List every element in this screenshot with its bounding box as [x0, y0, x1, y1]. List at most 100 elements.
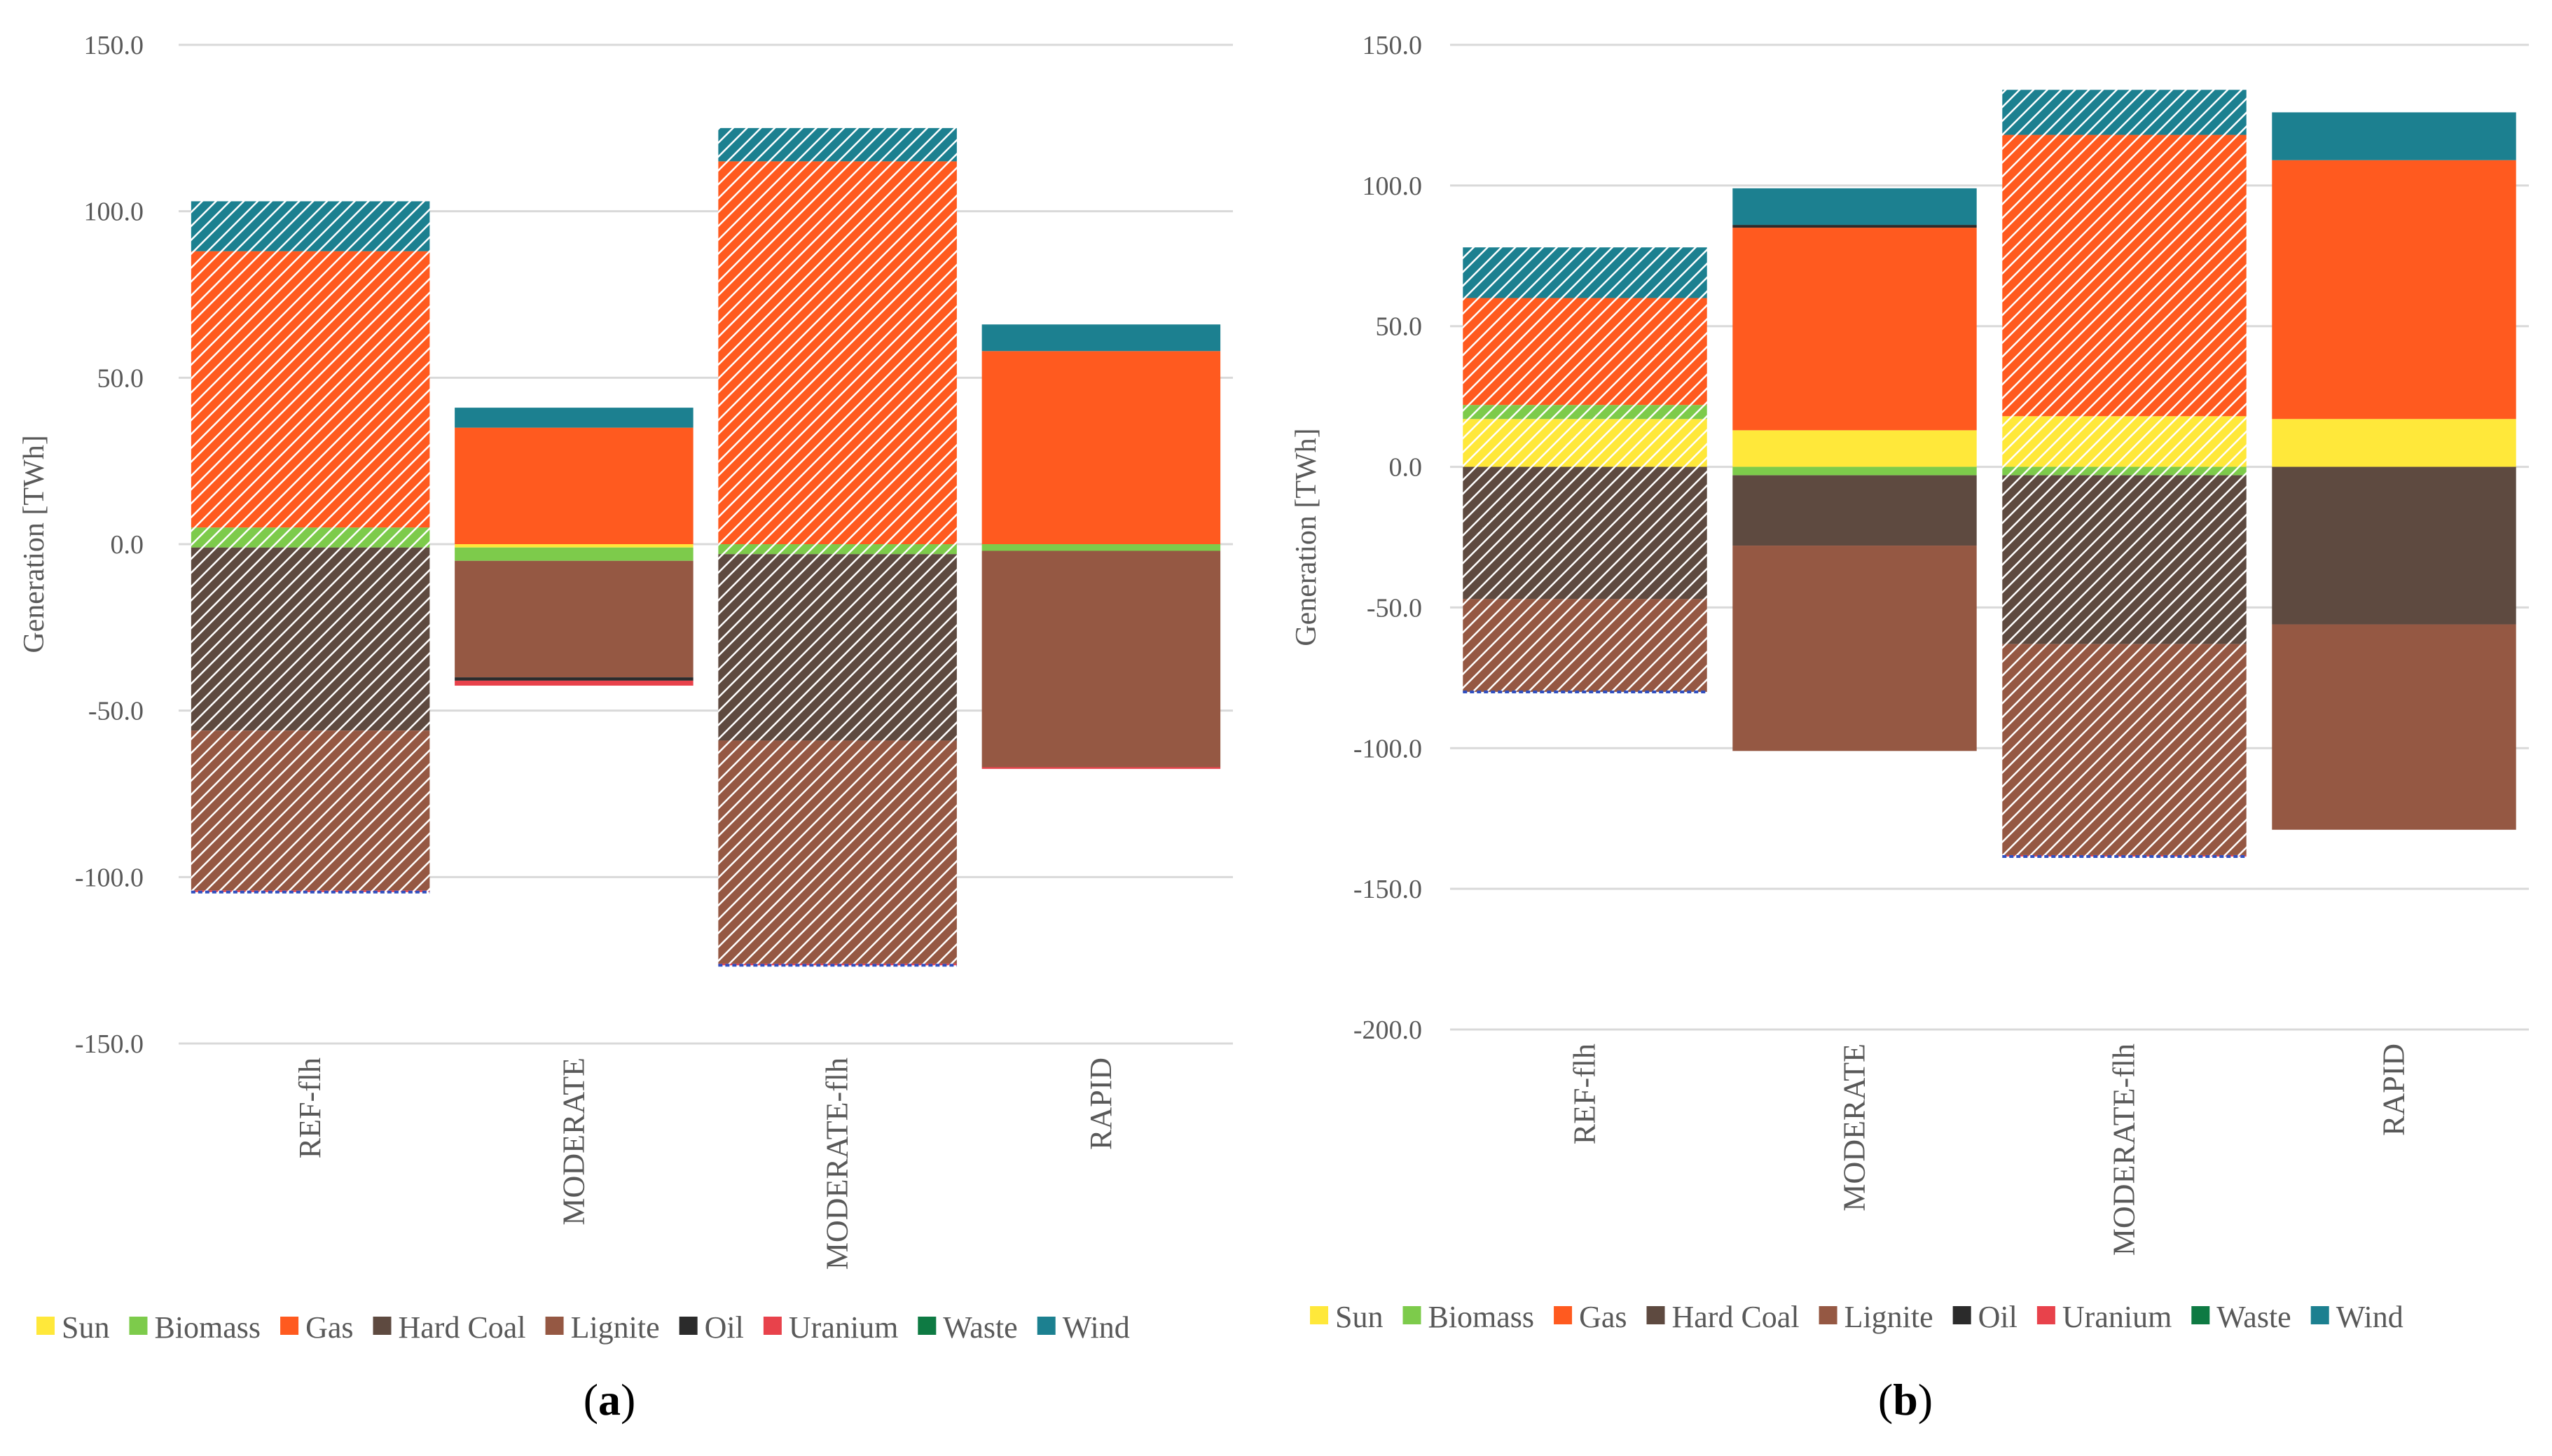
panel-b: 150.0 100.0 50.0 0.0 -50.0 -100.0 -150.0 -200.0… — [1290, 31, 2529, 1424]
category-label: MODERATE — [1837, 1044, 1872, 1212]
legend-label-lignite: Lignite — [571, 1310, 660, 1345]
legend-label-gas: Gas — [305, 1310, 353, 1345]
bar-segment-lignite — [981, 550, 1221, 768]
legend-swatch-sun — [1310, 1306, 1328, 1324]
legend-swatch-hard-coal — [1646, 1306, 1665, 1324]
y-tick-label: 50.0 — [97, 363, 144, 393]
y-tick-label: 100.0 — [84, 197, 144, 227]
legend-label-sun: Sun — [62, 1310, 109, 1345]
y-tick-label: -50.0 — [1367, 593, 1422, 623]
bar-segment-wind — [2272, 112, 2516, 160]
y-tick-label: -150.0 — [1353, 875, 1422, 904]
bar-moderate-flh — [2002, 90, 2247, 858]
bar-segment-biomass — [1732, 466, 1977, 476]
bar-moderate-flh — [718, 127, 957, 967]
bar-moderate — [455, 408, 694, 686]
legend-label-lignite: Lignite — [1844, 1300, 1933, 1334]
bar-segment-uranium — [981, 767, 1221, 769]
y-tick-label: -50.0 — [88, 697, 144, 726]
bar-segment-wind — [2002, 90, 2247, 135]
bar-segment-lignite — [2002, 644, 2247, 855]
bar-moderate — [1732, 188, 1977, 751]
bar-segment-sun — [2002, 416, 2247, 467]
bar-ref-flh — [1463, 247, 1707, 693]
bar-segment-hard-coal — [718, 554, 957, 741]
y-axis-title: Generation [TWh] — [18, 435, 50, 653]
legend-swatch-wind — [1037, 1317, 1056, 1335]
bar-rapid — [2272, 112, 2516, 830]
legend: Sun Biomass Gas Hard Coal Lignite Oil Uranium W… — [1310, 1300, 2403, 1334]
bar-segment-gas — [2272, 160, 2516, 420]
bar-segment-hard-coal — [2272, 466, 2516, 625]
bar-segment-gas — [1463, 298, 1707, 405]
panel-a: 150.0 100.0 50.0 0.0 -50.0 -100.0 -150.0 Genera… — [18, 31, 1233, 1424]
legend-swatch-uranium — [2036, 1306, 2055, 1324]
legend-swatch-gas — [280, 1317, 299, 1335]
bar-segment-gas — [981, 351, 1221, 544]
legend-label-uranium: Uranium — [2062, 1300, 2172, 1334]
legend-swatch-hard-coal — [373, 1317, 392, 1335]
bar-segment-gas — [718, 161, 957, 544]
legend-swatch-waste — [918, 1317, 937, 1335]
legend-label-biomass: Biomass — [1428, 1300, 1534, 1334]
y-tick-label: -100.0 — [75, 863, 144, 892]
legend-label-biomass: Biomass — [154, 1310, 261, 1345]
y-tick-label: 150.0 — [1363, 31, 1423, 60]
bar-segment-sun — [2272, 419, 2516, 467]
y-tick-label: -200.0 — [1353, 1015, 1422, 1045]
legend-label-wind: Wind — [1063, 1310, 1130, 1345]
bar-segment-sun — [1732, 430, 1977, 467]
bar-segment-lignite — [1732, 546, 1977, 751]
bar-segment-gas — [455, 427, 694, 544]
category-label: RAPID — [2377, 1044, 2411, 1136]
legend-swatch-lignite — [1819, 1306, 1837, 1324]
legend: Sun Biomass Gas Hard Coal Lignite Oil Uranium W… — [36, 1310, 1130, 1345]
bar-segment-hard-coal — [1732, 475, 1977, 546]
bar-segment-biomass — [1463, 405, 1707, 420]
bar-segment-lignite — [191, 730, 430, 891]
bar-segment-uranium — [455, 680, 694, 686]
legend-swatch-sun — [36, 1317, 55, 1335]
bar-segment-lignite — [455, 560, 694, 678]
bar-segment-biomass — [718, 544, 957, 555]
legend-swatch-biomass — [129, 1317, 148, 1335]
bar-segment-lignite — [1463, 599, 1707, 692]
legend-swatch-oil — [1952, 1306, 1971, 1324]
legend-label-sun: Sun — [1335, 1300, 1383, 1334]
legend-label-waste: Waste — [943, 1310, 1017, 1345]
bar-segment-oil — [455, 677, 694, 681]
legend-swatch-wind — [2310, 1306, 2329, 1324]
bar-segment-wind — [191, 201, 430, 251]
bar-segment-hard-coal — [1463, 466, 1707, 599]
legend-label-oil: Oil — [705, 1310, 744, 1345]
bar-segment-wind — [718, 127, 957, 162]
bar-segment-gas — [191, 251, 430, 528]
legend-label-gas: Gas — [1579, 1300, 1627, 1334]
legend-swatch-lignite — [545, 1317, 564, 1335]
bar-segment-hard-coal — [191, 547, 430, 731]
category-label: MODERATE — [556, 1058, 591, 1226]
bar-segment-sun — [455, 544, 694, 548]
y-tick-label: -100.0 — [1353, 734, 1422, 763]
y-tick-label: 150.0 — [84, 31, 144, 60]
y-tick-label: -150.0 — [75, 1029, 144, 1059]
panel-label: (a) — [584, 1375, 636, 1424]
y-tick-label: 0.0 — [1389, 453, 1423, 483]
legend-swatch-waste — [2191, 1306, 2210, 1324]
legend-label-waste: Waste — [2216, 1300, 2291, 1334]
bar-segment-wind — [1732, 188, 1977, 226]
bar-segment-wind — [981, 324, 1221, 352]
y-tick-label: 0.0 — [111, 530, 144, 560]
y-axis-title: Generation [TWh] — [1290, 428, 1323, 646]
bar-segment-oil — [1732, 225, 1977, 228]
bar-segment-wind — [455, 408, 694, 428]
bar-segment-sun — [1463, 419, 1707, 467]
bar-segment-biomass — [2002, 466, 2247, 476]
bar-segment-wind — [1463, 247, 1707, 298]
legend-swatch-oil — [679, 1317, 698, 1335]
y-tick-label: 50.0 — [1376, 312, 1423, 342]
legend-swatch-biomass — [1402, 1306, 1421, 1324]
y-tick-label: 100.0 — [1363, 172, 1423, 201]
bar-segment-biomass — [191, 544, 430, 548]
